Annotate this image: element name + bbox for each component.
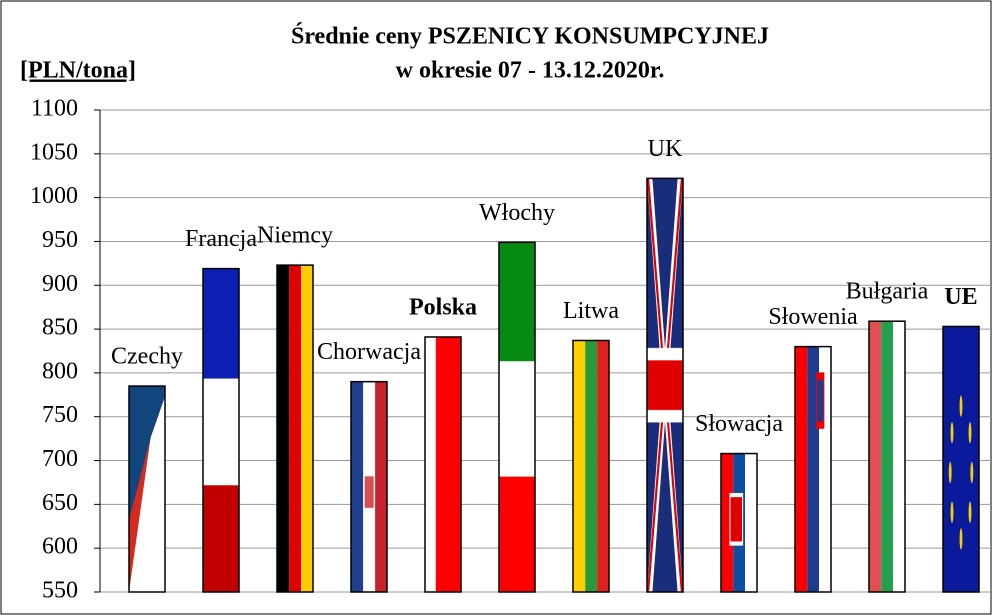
y-tick-label: 750 — [42, 402, 78, 428]
bar — [794, 345, 832, 593]
y-tick-label: 850 — [42, 315, 78, 341]
y-tick-label: 700 — [42, 446, 78, 472]
category-label: Czechy — [111, 344, 183, 370]
category-label: Polska — [409, 294, 477, 320]
y-tick-label: 600 — [42, 534, 78, 560]
bar — [350, 380, 388, 593]
category-label: Włochy — [479, 200, 555, 226]
category-label: Niemcy — [257, 223, 333, 249]
category-label: Litwa — [563, 298, 619, 324]
y-tick-label: 550 — [42, 578, 78, 604]
y-tick-label: 950 — [42, 227, 78, 253]
y-tick-label: 650 — [42, 490, 78, 516]
category-label: Chorwacja — [317, 339, 421, 365]
y-axis-label: [PLN/tona] — [20, 58, 136, 84]
bar — [202, 267, 240, 593]
y-tick-label: 1100 — [31, 96, 78, 122]
y-tick-label: 900 — [42, 271, 78, 297]
category-label: Słowenia — [768, 304, 858, 330]
bar — [424, 336, 462, 593]
category-label: Francja — [185, 226, 257, 252]
chart-subtitle: w okresie 07 - 13.12.2020r. — [396, 58, 665, 84]
bar — [720, 452, 758, 593]
category-label: UK — [648, 136, 683, 162]
bar — [128, 385, 166, 593]
y-tick-label: 1000 — [30, 183, 78, 209]
category-label: UE — [944, 284, 977, 310]
y-tick-label: 1050 — [30, 139, 78, 165]
y-tick-label: 800 — [42, 358, 78, 384]
bar — [498, 241, 536, 593]
category-label: Bułgaria — [846, 279, 929, 305]
chart-title: Średnie ceny PSZENICY KONSUMPCYJNEJ — [291, 23, 769, 50]
bar — [646, 177, 684, 593]
category-label: Słowacja — [695, 411, 783, 437]
bar — [868, 320, 906, 593]
bar — [276, 264, 314, 593]
bar — [572, 339, 610, 593]
bar — [942, 325, 980, 593]
